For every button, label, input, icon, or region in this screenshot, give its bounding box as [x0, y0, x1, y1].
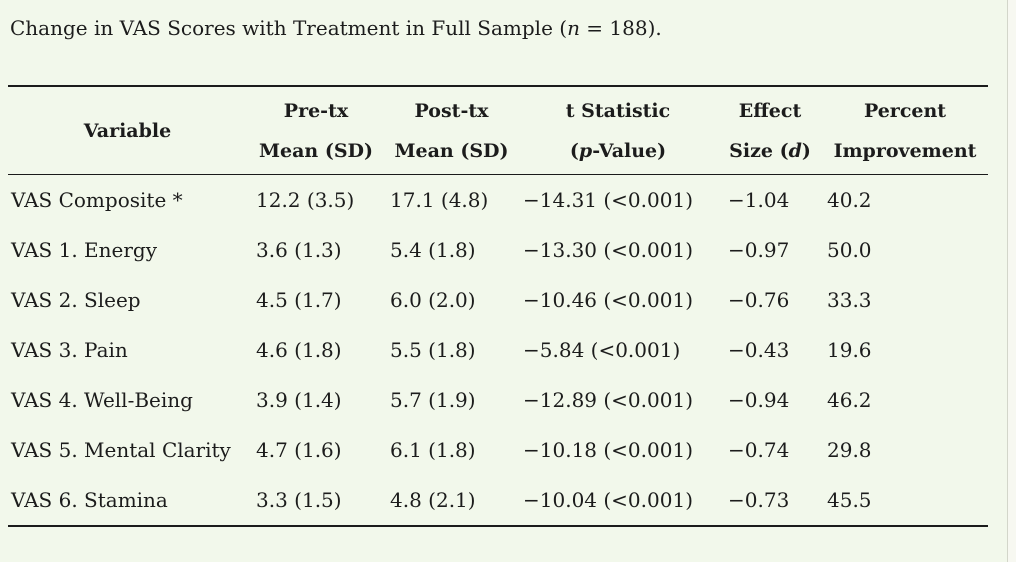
header-percent-line1: Percent — [863, 99, 947, 122]
table-body: VAS Composite * 12.2 (3.5) 17.1 (4.8) −14.3… — [8, 175, 988, 527]
cell-variable: VAS 2. Sleep — [11, 288, 141, 312]
cell-pre-tx-mean: 3.6 (1.3) — [256, 238, 342, 262]
cell-percent-improvement: 33.3 — [827, 288, 872, 312]
cell-effect-size: −0.97 — [728, 238, 790, 262]
cell-t-statistic: −10.04 (<0.001) — [523, 488, 693, 512]
caption-text-after: = 188). — [579, 16, 662, 40]
col-header-post-tx: Post-tx Mean (SD) — [385, 86, 518, 175]
col-header-variable: Variable — [8, 86, 247, 175]
page-edge-strip — [1008, 0, 1016, 562]
cell-t-statistic: −14.31 (<0.001) — [523, 188, 693, 212]
cell-post-tx-mean: 5.4 (1.8) — [390, 238, 476, 262]
cell-post-tx-mean: 4.8 (2.1) — [390, 488, 476, 512]
cell-effect-size: −0.74 — [728, 438, 790, 462]
header-effect-size-line2: Size (d) — [729, 139, 811, 162]
cell-effect-size: −0.76 — [728, 288, 790, 312]
table-header: Variable Pre-tx Mean (SD) Post-tx Mean (… — [8, 86, 988, 175]
header-variable-label: Variable — [83, 119, 172, 142]
cell-t-statistic: −12.89 (<0.001) — [523, 388, 693, 412]
header-post-tx-line2: Mean (SD) — [394, 139, 509, 162]
cell-percent-improvement: 45.5 — [827, 488, 872, 512]
cell-variable: VAS 1. Energy — [11, 238, 158, 262]
cell-pre-tx-mean: 3.9 (1.4) — [256, 388, 342, 412]
cell-pre-tx-mean: 4.7 (1.6) — [256, 438, 342, 462]
cell-post-tx-mean: 5.7 (1.9) — [390, 388, 476, 412]
cell-percent-improvement: 46.2 — [827, 388, 872, 412]
caption-n-symbol: n — [567, 16, 580, 40]
table-row: VAS 3. Pain 4.6 (1.8) 5.5 (1.8) −5.84 (<0.0… — [8, 325, 988, 375]
table-row: VAS 1. Energy 3.6 (1.3) 5.4 (1.8) −13.30 (<… — [8, 225, 988, 275]
page-edge-divider — [1007, 0, 1008, 562]
header-pre-tx-line2: Mean (SD) — [258, 139, 374, 162]
header-row: Variable Pre-tx Mean (SD) Post-tx Mean (… — [8, 86, 988, 175]
cell-percent-improvement: 29.8 — [827, 438, 872, 462]
cell-variable: VAS 4. Well-Being — [11, 388, 193, 412]
vas-scores-table: Variable Pre-tx Mean (SD) Post-tx Mean (… — [8, 85, 988, 527]
cell-t-statistic: −10.46 (<0.001) — [523, 288, 693, 312]
cell-percent-improvement: 19.6 — [827, 338, 872, 362]
cell-pre-tx-mean: 4.5 (1.7) — [256, 288, 342, 312]
cell-variable: VAS 5. Mental Clarity — [11, 438, 231, 462]
table-row: VAS 5. Mental Clarity 4.7 (1.6) 6.1 (1.8) −… — [8, 425, 988, 475]
col-header-percent-improvement: Percent Improvement — [822, 86, 988, 175]
table-row: VAS 4. Well-Being 3.9 (1.4) 5.7 (1.9) −12.8… — [8, 375, 988, 425]
table-row: VAS Composite * 12.2 (3.5) 17.1 (4.8) −14.3… — [8, 175, 988, 226]
cell-post-tx-mean: 17.1 (4.8) — [390, 188, 489, 212]
vas-scores-table-container: Variable Pre-tx Mean (SD) Post-tx Mean (… — [8, 85, 988, 527]
cell-post-tx-mean: 6.1 (1.8) — [390, 438, 476, 462]
cohens-d-symbol: d — [788, 139, 802, 162]
cell-pre-tx-mean: 12.2 (3.5) — [256, 188, 355, 212]
caption-text-before: Change in VAS Scores with Treatment in F… — [10, 16, 568, 40]
table-caption: Change in VAS Scores with Treatment in F… — [10, 14, 662, 42]
cell-effect-size: −1.04 — [728, 188, 790, 212]
header-post-tx-line1: Post-tx — [414, 99, 489, 122]
cell-variable: VAS Composite * — [11, 188, 183, 212]
header-t-statistic-line1: t Statistic — [565, 99, 671, 122]
cell-t-statistic: −13.30 (<0.001) — [523, 238, 693, 262]
header-percent-line2: Improvement — [833, 139, 977, 162]
cell-variable: VAS 3. Pain — [11, 338, 128, 362]
cell-post-tx-mean: 6.0 (2.0) — [390, 288, 476, 312]
cell-pre-tx-mean: 3.3 (1.5) — [256, 488, 342, 512]
header-effect-size-line1: Effect — [738, 99, 802, 122]
cell-pre-tx-mean: 4.6 (1.8) — [256, 338, 342, 362]
col-header-pre-tx: Pre-tx Mean (SD) — [247, 86, 385, 175]
cell-effect-size: −0.94 — [728, 388, 790, 412]
cell-effect-size: −0.73 — [728, 488, 790, 512]
cell-variable: VAS 6. Stamina — [11, 488, 168, 512]
cell-t-statistic: −5.84 (<0.001) — [523, 338, 681, 362]
header-t-statistic-line2: (p-Value) — [569, 139, 667, 162]
col-header-effect-size: Effect Size (d) — [718, 86, 822, 175]
cell-percent-improvement: 40.2 — [827, 188, 872, 212]
cell-effect-size: −0.43 — [728, 338, 790, 362]
header-pre-tx-line1: Pre-tx — [283, 99, 349, 122]
cell-t-statistic: −10.18 (<0.001) — [523, 438, 693, 462]
cell-post-tx-mean: 5.5 (1.8) — [390, 338, 476, 362]
table-row: VAS 6. Stamina 3.3 (1.5) 4.8 (2.1) −10.04 (… — [8, 475, 988, 526]
col-header-t-statistic: t Statistic (p-Value) — [518, 86, 718, 175]
table-row: VAS 2. Sleep 4.5 (1.7) 6.0 (2.0) −10.46 (<0… — [8, 275, 988, 325]
cell-percent-improvement: 50.0 — [827, 238, 872, 262]
p-value-symbol: p — [578, 139, 593, 162]
